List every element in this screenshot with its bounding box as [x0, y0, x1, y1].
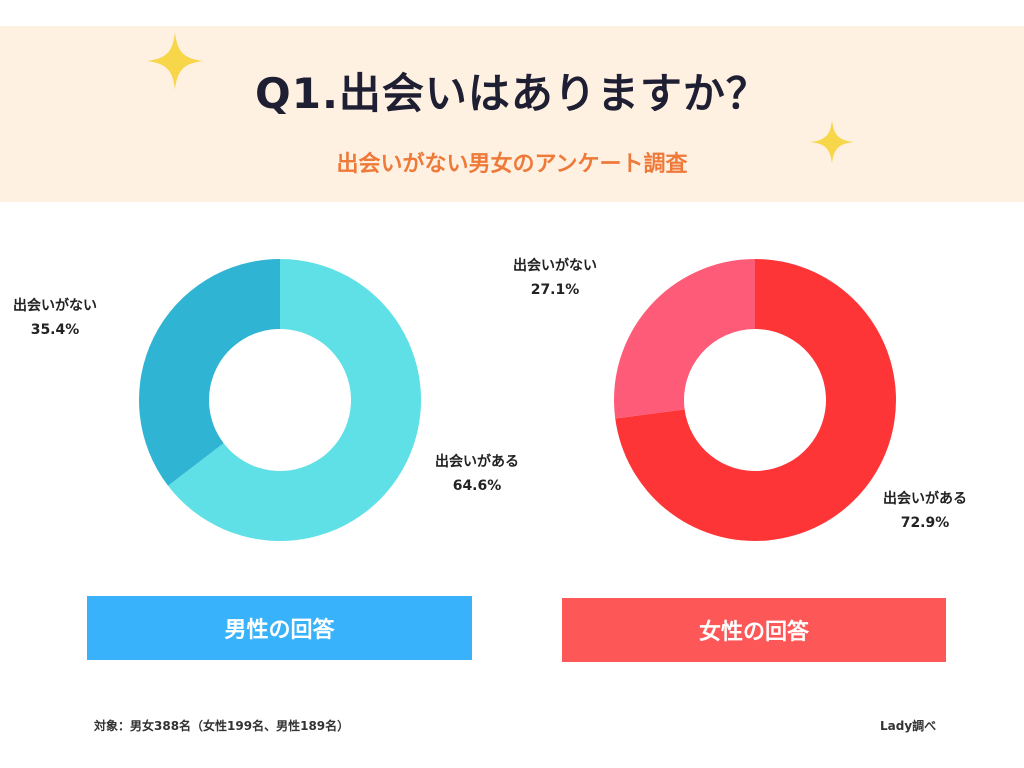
female-answer-panel: 女性の回答: [562, 598, 946, 662]
slice-value-1-1: 72.9%: [901, 515, 950, 531]
donut-slice-1-0: [614, 259, 755, 419]
slice-value-0-0: 35.4%: [31, 322, 80, 338]
slice-label-0-0: 出会いがない: [13, 297, 97, 314]
donut-slice-1-1: [615, 259, 896, 541]
sparkle-icon: [146, 32, 204, 90]
sparkle-icon: [810, 120, 854, 164]
slice-value-0-1: 64.6%: [453, 478, 502, 494]
slice-label-0-1: 出会いがある: [435, 453, 519, 470]
slice-label-1-1: 出会いがある: [883, 490, 967, 507]
page-title: Q1.出会いはありますか？: [255, 69, 769, 118]
donut-charts: 出会いがない 35.4% 出会いがある 64.6% 出会いがない 27.1% 出会いがある 7…: [13, 257, 967, 541]
survey-target-note: 対象：男女388名（女性199名、男性189名）: [94, 719, 350, 733]
page-subtitle: 出会いがない男女のアンケート調査: [336, 152, 688, 177]
source-note: Lady調べ: [880, 719, 937, 733]
donut-slice-0-0: [138, 259, 280, 486]
donut-slice-0-1: [168, 259, 421, 541]
male-answer-panel: 男性の回答: [87, 596, 472, 660]
slice-value-1-0: 27.1%: [531, 282, 580, 298]
slice-label-1-0: 出会いがない: [513, 257, 597, 274]
